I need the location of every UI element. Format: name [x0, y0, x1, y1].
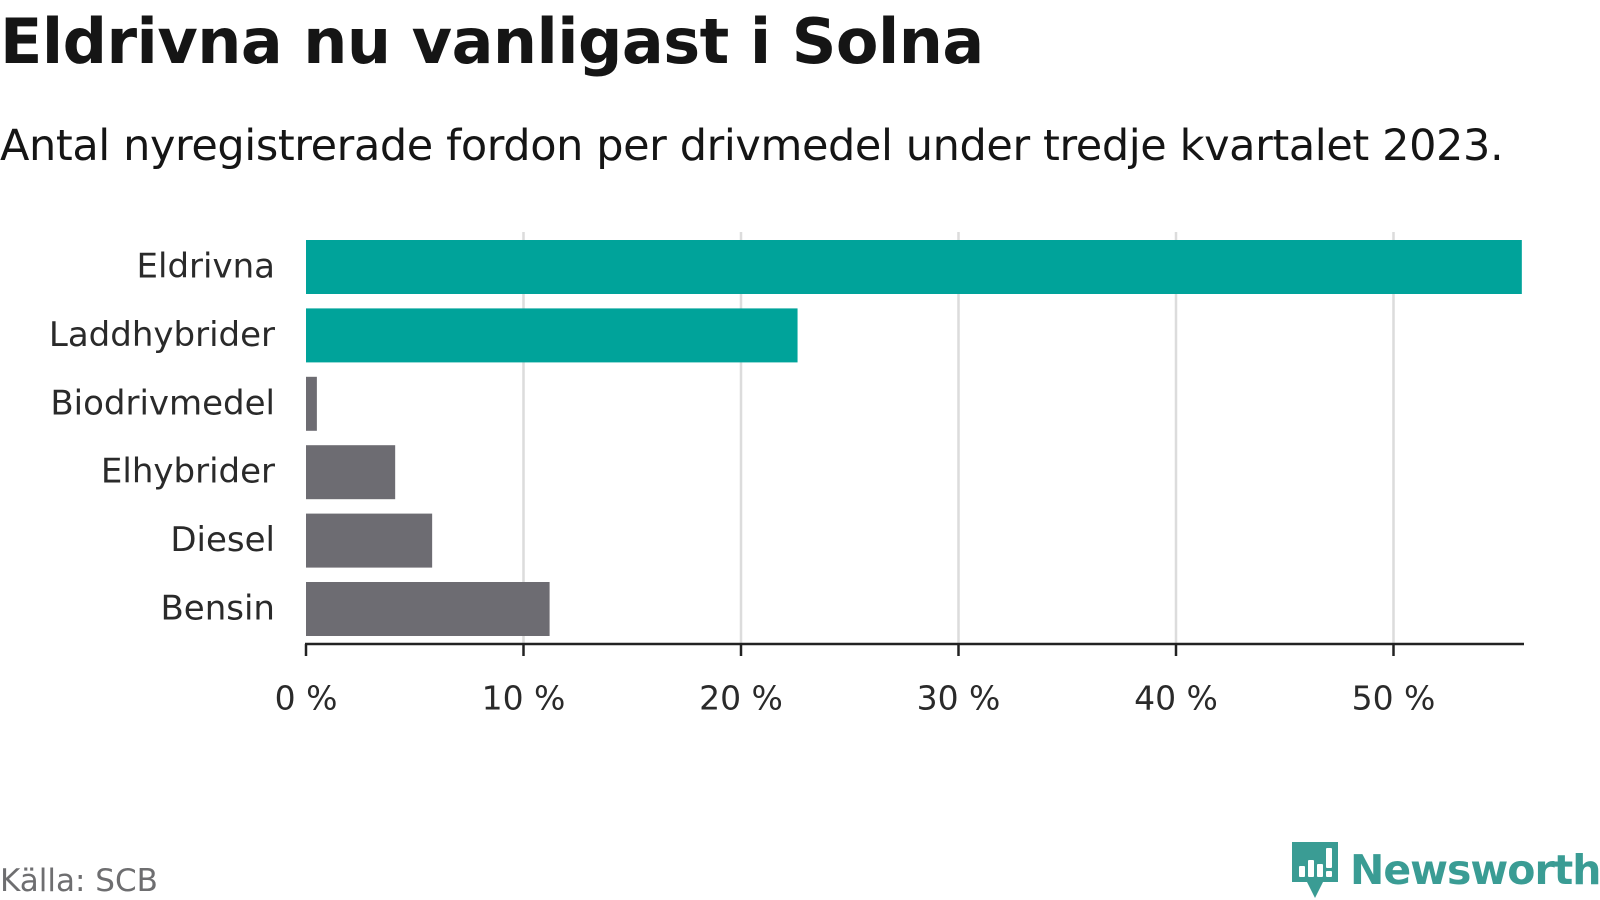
x-tick-label-40: 40 %: [1134, 679, 1218, 718]
bar-eldrivna: [306, 240, 1522, 294]
gridlines: [522, 232, 1395, 644]
bar-laddhybrider: [306, 308, 798, 363]
category-label-bensin: Bensin: [160, 589, 275, 629]
category-label-elhybrider: Elhybrider: [101, 452, 275, 492]
category-label-eldrivna: Eldrivna: [137, 247, 275, 287]
brand-logo: Newsworthy: [1290, 840, 1600, 900]
bars: [306, 240, 1522, 636]
newsworthy-logo-icon: [1292, 842, 1338, 898]
category-label-biodrivmedel: Biodrivmedel: [50, 383, 275, 423]
x-tick-label-0: 0 %: [275, 679, 338, 718]
category-labels: Eldrivna Laddhybrider Biodrivmedel Elhybrid…: [49, 247, 275, 629]
category-label-diesel: Diesel: [170, 520, 275, 560]
chart-subtitle: Antal nyregistrerade fordon per drivmede…: [0, 121, 1504, 171]
bar-chart: Eldrivna Laddhybrider Biodrivmedel Elhybrid…: [49, 232, 1524, 718]
bar-elhybrider: [306, 445, 396, 500]
brand-name: Newsworthy: [1350, 846, 1600, 894]
source-note: Källa: SCB: [0, 863, 158, 899]
x-tick-label-30: 30 %: [917, 679, 1001, 718]
bar-diesel: [306, 513, 433, 568]
x-axis: 0 % 10 % 20 % 30 % 40 % 50 %: [275, 642, 1524, 718]
chart-title: Eldrivna nu vanligast i Solna: [0, 5, 984, 78]
x-tick-label-10: 10 %: [482, 679, 566, 718]
category-label-laddhybrider: Laddhybrider: [49, 315, 275, 355]
bar-bensin: [306, 582, 550, 636]
x-tick-label-20: 20 %: [699, 679, 783, 718]
x-tick-label-50: 50 %: [1352, 679, 1436, 718]
bar-biodrivmedel: [306, 376, 317, 431]
